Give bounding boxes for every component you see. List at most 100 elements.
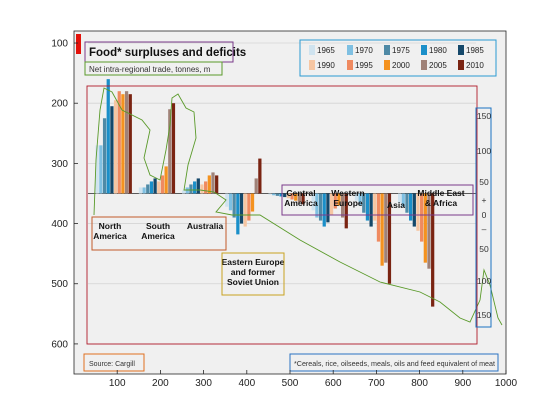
- legend-label-1975: 1975: [392, 46, 410, 55]
- bar-north-america-1975: [102, 118, 107, 194]
- region-label-line: Soviet Union: [227, 277, 279, 287]
- bar-asia-1970: [358, 193, 362, 206]
- bars: [95, 79, 435, 307]
- bar-western-europe-1985: [326, 193, 330, 223]
- right-tick-label-7: 100: [477, 276, 491, 286]
- bar-north-america-2010: [128, 94, 132, 194]
- y-tick-label-100: 100: [51, 39, 68, 50]
- legend-swatch-2005: [421, 60, 427, 70]
- right-tick-label-2: 50: [479, 177, 489, 187]
- legend-swatch-2000: [384, 60, 390, 70]
- right-tick-label-4: 0: [482, 210, 487, 220]
- bar-middle-east-and-africa-1980: [409, 193, 413, 221]
- x-tick-label-200: 200: [152, 378, 169, 389]
- right-tick-label-1: 100: [477, 146, 491, 156]
- region-label-line: North: [99, 221, 122, 231]
- legend-label-1990: 1990: [317, 61, 335, 70]
- x-tick-label-400: 400: [238, 378, 255, 389]
- region-label-eastern-europe-and-former-soviet-union: Eastern Europe and former Soviet Union: [222, 257, 285, 287]
- right-axis: 150 100 50 +0 – 50 100 150: [475, 107, 492, 328]
- y-tick-label-300: 300: [51, 159, 68, 170]
- region-label-line: America: [141, 231, 175, 241]
- bar-asia-1965: [354, 193, 359, 201]
- y-tick-label-200: 200: [51, 99, 68, 110]
- region-label-south-america: South America: [141, 221, 175, 241]
- bar-south-america-1995: [160, 175, 165, 194]
- bar-australia-1995: [204, 181, 208, 194]
- bar-central-america-1990: [286, 193, 290, 199]
- bar-western-europe-1990: [329, 193, 334, 215]
- legend-swatch-1995: [347, 60, 353, 70]
- x-tick-label-1000: 1000: [495, 378, 518, 389]
- bar-western-europe-1980: [322, 193, 326, 227]
- footnote-box: [289, 353, 499, 372]
- bar-western-europe-1975: [318, 193, 323, 221]
- legend-label-2000: 2000: [392, 61, 410, 70]
- region-label-central-america: Central America: [284, 188, 318, 208]
- bar-asia-1990: [373, 193, 377, 221]
- legend-label-1965: 1965: [317, 46, 335, 55]
- bar-south-america-2010: [171, 103, 176, 194]
- legend-swatch-1980: [421, 45, 427, 55]
- bar-eastern-europe-and-former-soviet-union-2010: [258, 158, 262, 194]
- bar-asia-2010: [387, 193, 392, 284]
- bar-central-america-2010: [301, 193, 305, 205]
- bar-north-america-2000: [121, 94, 125, 194]
- chart-title: Food* surpluses and deficits: [89, 47, 246, 59]
- footnote: *Cereals, rice, oilseeds, meals, oils an…: [294, 361, 495, 368]
- central-west-mideast-label-box: [281, 184, 474, 216]
- bar-middle-east-and-africa-1995: [420, 193, 424, 242]
- bar-western-europe-2000: [337, 193, 341, 206]
- bar-central-america-1995: [290, 193, 294, 200]
- bar-south-america-1980: [149, 181, 154, 194]
- bar-asia-1985: [369, 193, 373, 227]
- bar-north-america-1970: [99, 145, 103, 194]
- bar-middle-east-and-africa-2010: [431, 193, 435, 307]
- bar-eastern-europe-and-former-soviet-union-1970: [228, 193, 233, 211]
- bar-western-europe-2005: [340, 193, 345, 218]
- region-label-line: America: [93, 231, 127, 241]
- legend-label-1995: 1995: [355, 61, 373, 70]
- bar-south-america-1990: [157, 181, 161, 194]
- bar-australia-2010: [215, 175, 219, 194]
- outline-trace: [93, 87, 503, 326]
- bar-eastern-europe-and-former-soviet-union-1990: [243, 193, 247, 227]
- bar-asia-2000: [380, 193, 384, 266]
- title-highlight-bar: [76, 34, 81, 54]
- bar-asia-2005: [384, 193, 388, 263]
- x-tick-label-300: 300: [195, 378, 212, 389]
- bar-australia-1980: [193, 181, 197, 194]
- bar-middle-east-and-africa-1965: [398, 193, 402, 204]
- region-label-line: and former: [231, 267, 276, 277]
- right-tick-label-5: –: [482, 224, 487, 234]
- region-label-asia: Asia: [387, 200, 405, 210]
- region-label-line: Central: [286, 188, 315, 198]
- bar-middle-east-and-africa-1970: [401, 193, 405, 207]
- bar-south-america-2005: [168, 109, 172, 194]
- x-tick-label-700: 700: [368, 378, 385, 389]
- region-label-line: Europe: [333, 198, 363, 208]
- bar-north-america-1985: [110, 106, 114, 194]
- bar-eastern-europe-and-former-soviet-union-1965: [225, 193, 229, 207]
- eastern-europe-label-box: [221, 252, 285, 296]
- bar-north-america-1995: [117, 91, 121, 194]
- region-label-line: Western: [331, 188, 364, 198]
- y-tick-label-500: 500: [51, 279, 68, 290]
- region-label-line: America: [284, 198, 318, 208]
- bar-eastern-europe-and-former-soviet-union-1975: [232, 193, 236, 218]
- bar-australia-2000: [207, 175, 211, 194]
- bar-asia-1975: [362, 193, 366, 213]
- x-tick-label-600: 600: [325, 378, 342, 389]
- region-label-australia: Australia: [187, 221, 224, 231]
- bar-asia-1995: [376, 193, 381, 242]
- y-tick-label-400: 400: [51, 219, 68, 230]
- bar-north-america-1980: [106, 79, 110, 194]
- bar-western-europe-1970: [315, 193, 319, 218]
- bar-eastern-europe-and-former-soviet-union-2000: [250, 193, 255, 212]
- region-label-line: Eastern Europe: [222, 257, 285, 267]
- legend-label-1970: 1970: [355, 46, 373, 55]
- region-label-line: Middle East: [417, 188, 464, 198]
- source-note: Source: Cargill: [89, 361, 135, 368]
